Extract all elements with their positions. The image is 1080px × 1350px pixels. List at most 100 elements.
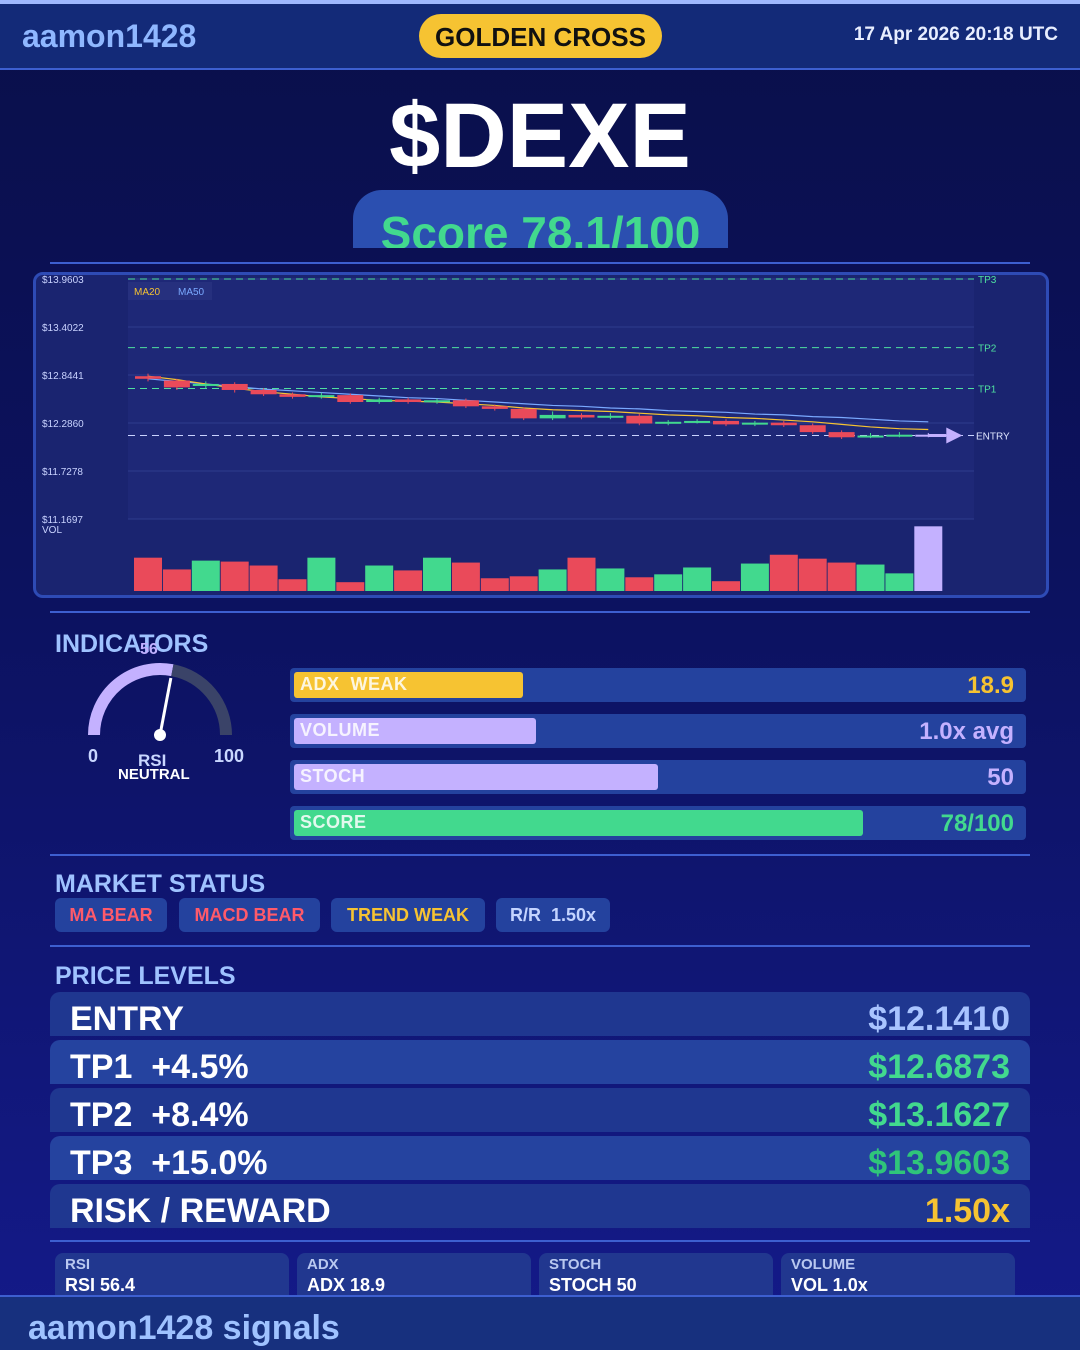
volume-bar — [336, 582, 365, 591]
candle-body — [626, 415, 653, 424]
stat-card-value: STOCH 50 — [549, 1275, 637, 1295]
stat-card-key: ADX — [307, 1256, 339, 1273]
indicator-bar-fill — [294, 718, 537, 744]
candle-body — [597, 415, 624, 418]
rsi-gauge-value: 56 — [140, 641, 158, 658]
divider — [50, 854, 1030, 856]
volume-bar — [740, 563, 769, 591]
candle-body — [250, 389, 277, 395]
candle-body — [886, 434, 913, 437]
footer-bar: aamon1428 signals — [0, 1295, 1080, 1350]
rsi-gauge — [88, 663, 232, 741]
volume-bar — [712, 581, 740, 591]
price-level-row: TP1 +4.5% $12.6873 — [50, 1040, 1030, 1086]
y-tick-label: $11.7278 — [42, 467, 83, 478]
ma-legend-label: MA50 — [178, 287, 205, 298]
rsi-gauge-hub — [154, 729, 166, 741]
price-level-value: $13.9603 — [868, 1144, 1010, 1182]
ticker-symbol: $DEXE — [389, 85, 691, 187]
candle-body — [857, 435, 884, 438]
indicator-bar-fill — [294, 764, 658, 790]
indicator-bar-value: 1.0x avg — [919, 718, 1014, 745]
entry-arrow-icon — [946, 427, 963, 444]
stat-card: RSI RSI 56.4 — [55, 1253, 289, 1295]
chart-plot-area — [128, 279, 974, 519]
rsi-gauge-min: 0 — [88, 746, 99, 766]
status-badge: R/R 1.50x — [496, 898, 610, 932]
divider — [50, 945, 1030, 947]
stat-card-value: RSI 56.4 — [65, 1275, 136, 1295]
price-level-value: 1.50x — [924, 1192, 1010, 1230]
price-level-value: $12.6873 — [868, 1048, 1010, 1086]
level-line-label: TP2 — [978, 344, 997, 355]
volume-bar — [423, 557, 451, 591]
ma-legend — [128, 282, 212, 300]
stat-card-value: ADX 18.9 — [307, 1275, 386, 1295]
candle-body — [163, 380, 190, 388]
indicator-bar-value: 50 — [987, 764, 1014, 791]
candle-body — [539, 414, 566, 419]
rsi-gauge-arc — [88, 663, 174, 736]
volume-bar — [278, 579, 307, 591]
indicator-bar-fill — [294, 672, 524, 698]
level-line-label: ENTRY — [976, 431, 1010, 442]
candle-body — [510, 408, 537, 419]
indicator-bar-row: STOCH 50 — [290, 760, 1026, 794]
candle-body — [308, 395, 335, 398]
y-tick-label: $13.9603 — [42, 275, 84, 286]
volume-bar — [365, 565, 394, 591]
price-level-row: RISK / REWARD 1.50x — [50, 1184, 1030, 1230]
indicator-bar-row: SCORE 78/100 — [290, 806, 1026, 840]
volume-bar — [220, 561, 249, 591]
price-levels-title: PRICE LEVELS — [55, 962, 236, 990]
indicator-bar-value: 78/100 — [940, 810, 1014, 837]
volume-bar — [596, 568, 625, 591]
volume-bar — [798, 558, 827, 591]
indicator-bar-label: SCORE — [300, 812, 367, 832]
status-badge: MA BEAR — [55, 898, 167, 932]
candle-body — [828, 432, 855, 438]
rsi-gauge-arc — [171, 664, 232, 736]
candle-body — [337, 395, 364, 403]
price-chart-panel: $13.9603 $13.4022 $12.8441 $12.2860 $11.7278… — [33, 272, 1049, 598]
volume-bar — [856, 564, 885, 591]
candle-body — [713, 420, 739, 425]
price-level-label: TP1 +4.5% — [70, 1048, 249, 1086]
ma-legend-label: MA20 — [134, 287, 161, 298]
candle-body — [770, 422, 797, 426]
volume-bar — [307, 557, 336, 591]
price-level-label: ENTRY — [70, 1000, 184, 1038]
rsi-gauge-max: 100 — [214, 746, 245, 766]
volume-bar — [654, 574, 683, 591]
ma-line — [147, 378, 929, 423]
volume-bar — [567, 557, 596, 591]
divider — [50, 611, 1030, 613]
signal-badge: GOLDEN CROSS — [419, 14, 662, 58]
score-pill: Score 78.1/100 — [353, 190, 728, 248]
price-level-label: TP2 +8.4% — [70, 1096, 249, 1134]
volume-bar — [249, 565, 278, 591]
candle-body — [366, 399, 393, 403]
rsi-gauge-state: NEUTRAL — [118, 766, 190, 783]
stat-card: VOLUME VOL 1.0x — [781, 1253, 1015, 1295]
indicator-bar-fill — [294, 810, 863, 836]
candle-body — [684, 420, 711, 423]
market-status-title: MARKET STATUS — [55, 870, 266, 898]
divider — [50, 262, 1030, 264]
level-line-label: TP3 — [978, 275, 997, 286]
candle-body — [655, 421, 682, 424]
volume-bar — [162, 569, 191, 591]
status-badge: MACD BEAR — [179, 898, 320, 932]
volume-bar — [683, 567, 712, 591]
price-chart: $13.9603 $13.4022 $12.8441 $12.2860 $11.7278… — [42, 275, 1010, 591]
volume-label: VOL — [42, 525, 62, 536]
volume-bar — [914, 526, 943, 591]
volume-bar — [769, 554, 798, 591]
price-level-value: $13.1627 — [868, 1096, 1010, 1134]
rsi-gauge-label: RSI — [138, 751, 167, 770]
price-level-value: $12.1410 — [868, 1000, 1010, 1038]
candle-body — [395, 399, 422, 403]
price-level-row: TP2 +8.4% $13.1627 — [50, 1088, 1030, 1134]
volume-bar — [538, 569, 567, 591]
indicator-bar-row: ADX WEAK 18.9 — [290, 668, 1026, 702]
